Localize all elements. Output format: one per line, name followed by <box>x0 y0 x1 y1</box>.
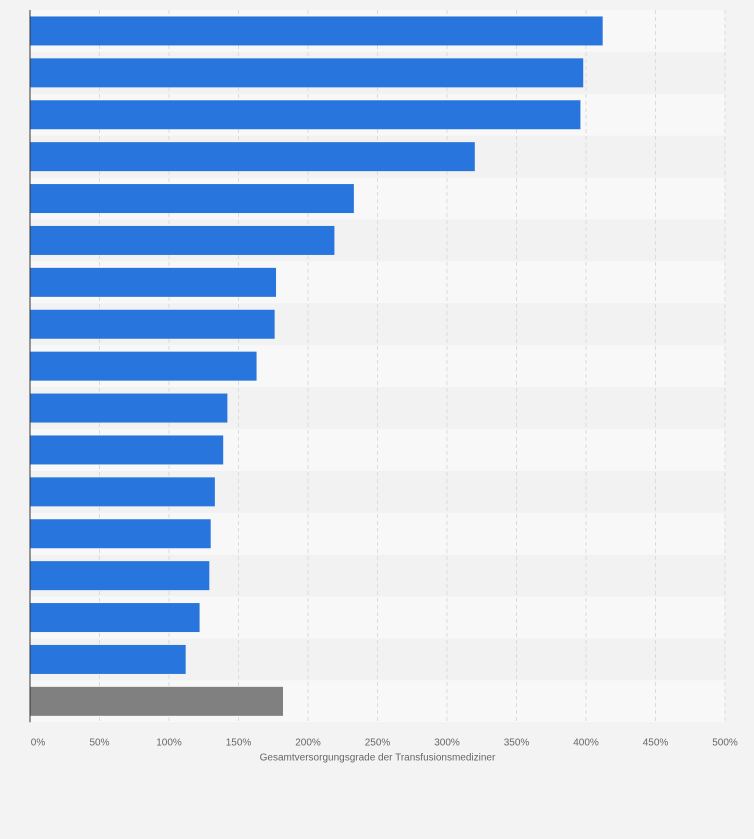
x-tick-label: 100% <box>156 737 182 748</box>
x-tick-label: 350% <box>504 737 530 748</box>
bars <box>30 16 603 716</box>
bar <box>30 267 277 297</box>
bar <box>30 603 200 633</box>
x-tick-labels: 0% 50% 100% 150% 200% 250% 300% 350% 400% 450% 500… <box>31 737 738 748</box>
x-axis-title: Gesamtversorgungsgrade der Transfusionsm… <box>260 752 496 763</box>
bar <box>30 477 215 507</box>
bar <box>30 644 186 674</box>
bar <box>30 16 603 46</box>
x-tick-label: 250% <box>365 737 391 748</box>
bar <box>30 58 584 88</box>
x-tick-label: 400% <box>573 737 599 748</box>
x-tick-label: 300% <box>434 737 460 748</box>
bar <box>30 686 283 716</box>
x-tick-label: 500% <box>712 737 738 748</box>
bar <box>30 225 335 255</box>
x-tick-label: 450% <box>643 737 669 748</box>
bar <box>30 393 228 423</box>
bar <box>30 100 581 130</box>
bar <box>30 351 257 381</box>
bar <box>30 435 224 465</box>
bar <box>30 561 210 591</box>
bar <box>30 519 211 549</box>
bar <box>30 309 275 339</box>
x-tick-label: 0% <box>31 737 46 748</box>
x-tick-label: 50% <box>89 737 109 748</box>
bar <box>30 184 354 214</box>
x-tick-label: 150% <box>226 737 252 748</box>
bar <box>30 142 475 172</box>
x-tick-label: 200% <box>295 737 321 748</box>
